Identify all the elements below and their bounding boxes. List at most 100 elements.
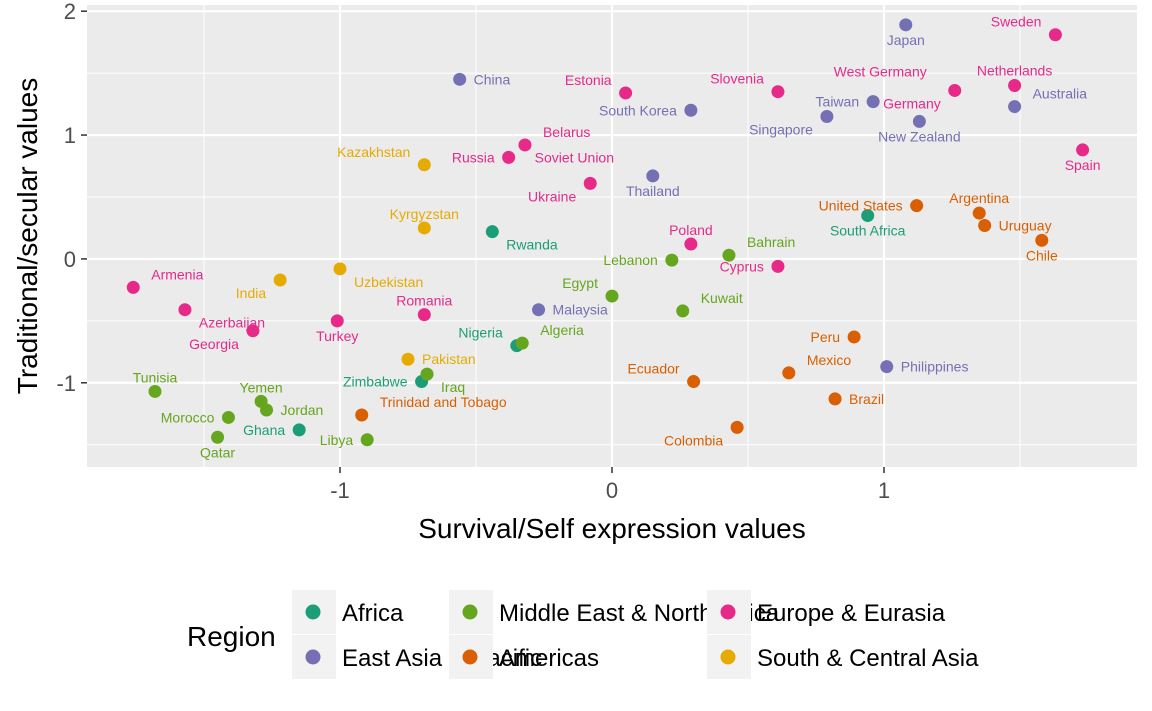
scatter-point: [246, 324, 260, 338]
point-label: Tunisia: [133, 369, 178, 385]
legend-swatch: [305, 604, 321, 620]
point-label: Malaysia: [553, 302, 608, 318]
point-label: South Korea: [599, 102, 677, 118]
point-label: Pakistan: [422, 351, 476, 367]
legend-label: South & Central Asia: [757, 645, 979, 672]
point-label: Egypt: [562, 275, 598, 291]
point-label: Japan: [887, 32, 925, 48]
scatter-point: [273, 273, 287, 287]
point-label: Estonia: [565, 72, 612, 88]
x-tick-label: -1: [330, 478, 350, 503]
x-tick-label: 1: [878, 478, 890, 503]
scatter-point: [515, 336, 529, 350]
point-label: Spain: [1065, 157, 1101, 173]
point-label: Iraq: [441, 379, 465, 395]
x-axis-ticks: -1 0 1: [330, 467, 890, 503]
scatter-point: [417, 308, 431, 322]
point-label: India: [236, 285, 267, 301]
legend-swatch: [462, 604, 478, 620]
scatter-point: [333, 262, 347, 276]
scatter-point: [828, 392, 842, 406]
scatter-point: [948, 83, 962, 97]
point-label: Kuwait: [701, 290, 743, 306]
scatter-point: [417, 158, 431, 172]
scatter-point: [684, 103, 698, 117]
scatter-point: [126, 280, 140, 294]
point-label: Taiwan: [816, 94, 860, 110]
point-label: Brazil: [849, 391, 884, 407]
scatter-point: [676, 304, 690, 318]
x-axis-title: Survival/Self expression values: [418, 513, 806, 544]
point-label: West Germany: [834, 63, 927, 79]
scatter-point: [1008, 79, 1022, 93]
scatter-point: [910, 199, 924, 213]
point-label: Romania: [396, 293, 452, 309]
scatter-point: [978, 218, 992, 232]
scatter-point: [453, 72, 467, 86]
legend-swatch: [720, 649, 736, 665]
scatter-point: [178, 303, 192, 317]
point-label: Cyprus: [720, 258, 764, 274]
scatter-point: [518, 138, 532, 152]
y-tick-label: -1: [56, 371, 76, 396]
scatter-point: [646, 169, 660, 183]
scatter-point: [899, 18, 913, 32]
scatter-point: [148, 384, 162, 398]
legend-swatch: [305, 649, 321, 665]
point-label: Yemen: [240, 379, 283, 395]
scatter-point: [820, 109, 834, 123]
scatter-point: [211, 430, 225, 444]
y-tick-label: 0: [64, 247, 76, 272]
scatter-point: [619, 86, 633, 100]
point-label: Peru: [811, 329, 841, 345]
data-points: [126, 18, 1090, 447]
legend-label: Europe & Eurasia: [757, 600, 946, 627]
scatter-point: [583, 176, 597, 190]
scatter-point: [420, 367, 434, 381]
point-label: Colombia: [664, 432, 723, 448]
scatter-point: [1048, 28, 1062, 42]
scatter-point: [360, 433, 374, 447]
scatter-point: [847, 330, 861, 344]
scatter-point: [722, 248, 736, 262]
legend-label: East Asia & Pacific: [342, 645, 542, 672]
point-label: Armenia: [151, 266, 203, 282]
point-label: Uzbekistan: [354, 274, 423, 290]
point-label: Netherlands: [977, 63, 1053, 79]
point-label: Libya: [320, 432, 354, 448]
scatter-point: [782, 366, 796, 380]
legend-label: Americas: [499, 645, 599, 672]
point-label: Australia: [1033, 86, 1088, 102]
y-tick-label: 1: [64, 123, 76, 148]
scatter-point: [730, 420, 744, 434]
point-label: Philippines: [901, 359, 969, 375]
grid-major: [87, 5, 1137, 467]
scatter-point: [355, 408, 369, 422]
point-label: Germany: [883, 95, 941, 111]
scatter-point: [771, 259, 785, 273]
point-label: New Zealand: [878, 128, 961, 144]
point-label: Belarus: [543, 124, 590, 140]
point-label: South Africa: [830, 223, 906, 239]
point-label: Nigeria: [458, 325, 503, 341]
point-label: Trinidad and Tobago: [380, 394, 507, 410]
scatter-point: [880, 360, 894, 374]
point-label: Ecuador: [627, 361, 679, 377]
legend-label: Africa: [342, 600, 404, 627]
point-label: Argentina: [949, 190, 1009, 206]
scatter-point: [972, 206, 986, 220]
legend-swatch: [462, 649, 478, 665]
point-labels: Rwanda South Africa Nigeria Zimbabwe Ghana Un…: [133, 14, 1101, 461]
scatter-point: [687, 375, 701, 389]
scatter-point: [292, 423, 306, 437]
point-label: Lebanon: [603, 252, 658, 268]
point-label: Thailand: [626, 183, 680, 199]
point-label: Algeria: [540, 322, 584, 338]
scatter-point: [665, 253, 679, 267]
point-label: Georgia: [189, 336, 239, 352]
point-label: Ukraine: [528, 188, 576, 204]
y-axis-title: Traditional/secular values: [12, 78, 43, 394]
scatter-point: [401, 352, 415, 366]
